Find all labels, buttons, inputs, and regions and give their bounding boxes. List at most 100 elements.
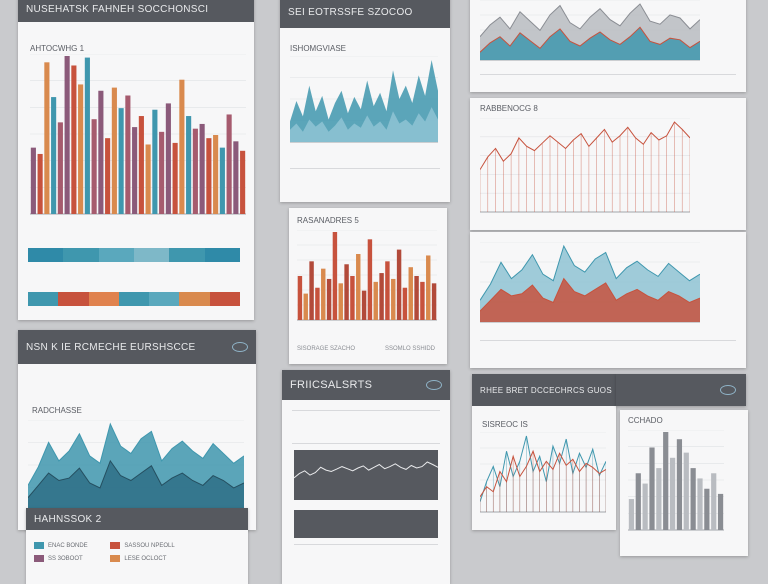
bar: [669, 457, 676, 530]
bar: [297, 276, 303, 320]
chart-j: [628, 430, 724, 531]
panel-c-legend: [480, 74, 736, 86]
panel-a-header: NUSEHATSK FAHNEH SOCCHONSCI: [18, 0, 254, 22]
bar: [84, 57, 90, 214]
panel-i-title: SISREOC IS: [482, 420, 528, 429]
bar: [132, 127, 138, 214]
bar: [159, 131, 165, 214]
area-series: [290, 107, 438, 142]
bar: [98, 90, 104, 214]
chart-rm: [480, 242, 700, 323]
panel-a: NUSEHATSK FAHNEH SOCCHONSCI AHTOCWHG 1: [18, 0, 254, 320]
legend-label: LESE OCLOCT: [124, 555, 167, 562]
bar: [628, 499, 635, 530]
bar: [338, 283, 343, 320]
panel-right-mid: [470, 232, 746, 368]
panel-e-title: RADCHASSE: [32, 406, 82, 415]
area-series: [290, 60, 438, 142]
bar: [30, 147, 36, 214]
bar: [683, 452, 689, 530]
bar: [420, 281, 425, 320]
legend-label: ENAC BONDE: [48, 542, 88, 549]
bar: [206, 138, 212, 214]
bar: [192, 128, 198, 214]
bar: [309, 261, 314, 320]
series-line: [480, 244, 700, 301]
bar: [414, 276, 419, 320]
panel-d-foot-left: SISORAGE SZACHO: [297, 346, 356, 352]
legend-label: SASSOU NPEOLL: [124, 542, 175, 549]
bar: [385, 261, 390, 320]
bar: [186, 116, 192, 214]
chart-i: [480, 432, 606, 513]
bar: [676, 439, 683, 530]
panel-i-ext: [616, 374, 746, 406]
panel-a-strip-2: [28, 292, 240, 306]
series-line: [480, 121, 690, 170]
legend-item: ENAC BONDE: [34, 542, 98, 549]
panel-i: RHEE BRET DCCECHRCS GUOS SISREOC IS: [472, 374, 616, 530]
bar: [704, 488, 710, 530]
panel-h-title: RABBENOCG 8: [480, 104, 538, 113]
panel-j-title: CCHADO: [628, 416, 663, 425]
panel-d-foot-right: SSOMLO SSHIDD: [385, 346, 436, 352]
panel-g-title: HAHNSSOK 2: [34, 513, 102, 525]
bar: [57, 122, 63, 214]
chart-a: [30, 54, 246, 215]
panel-b: SEI EOTRSSFE SZOCOO ISHOMGVIASE: [280, 0, 450, 202]
bar: [51, 97, 57, 214]
bar: [717, 493, 724, 530]
panel-b-legend: [290, 168, 440, 190]
bar: [361, 290, 367, 320]
bar: [125, 95, 131, 214]
bar: [91, 119, 97, 214]
panel-a-title: AHTOCWHG 1: [30, 44, 85, 53]
bar: [172, 142, 178, 214]
bar: [408, 267, 413, 320]
series-line: [480, 449, 606, 498]
bar: [44, 62, 50, 214]
bar: [697, 478, 703, 530]
bar: [111, 87, 117, 214]
panel-f: FRIICSALSRTS: [282, 370, 450, 584]
panel-f-header-text: FRIICSALSRTS: [290, 379, 373, 391]
panel-a-strip-1: [28, 248, 240, 262]
panel-j: CCHADO: [620, 410, 748, 556]
bar: [663, 432, 669, 530]
bar: [396, 249, 402, 320]
bar: [233, 141, 239, 214]
panel-b-title: ISHOMGVIASE: [290, 44, 347, 53]
panel-d: RASANADRES 5 SISORAGE SZACHO SSOMLO SSHI…: [289, 208, 447, 364]
bar: [426, 255, 431, 320]
panel-f-lines: [292, 410, 440, 444]
series-line: [294, 461, 438, 479]
legend-item: SS 3OBOOT: [34, 555, 98, 562]
chart-c: [480, 0, 700, 61]
bar: [350, 276, 355, 320]
bar: [152, 109, 158, 214]
bar: [326, 278, 332, 320]
bar: [356, 254, 361, 320]
panel-e-header-text: NSN K IE RCMECHE EURSHSCCE: [26, 341, 196, 353]
chart-b: [290, 56, 438, 143]
bar: [431, 283, 437, 320]
bar: [303, 293, 308, 320]
panel-f-sub-header: [294, 510, 438, 538]
panel-g: HAHNSSOK 2 ENAC BONDE SASSOU NPEOLL SS 3…: [26, 508, 248, 584]
bar: [642, 483, 648, 530]
bar: [105, 138, 111, 214]
bar: [367, 239, 373, 320]
panel-e-ring-icon: [232, 342, 248, 352]
bar: [391, 278, 396, 320]
bar: [240, 150, 246, 214]
series-line: [480, 435, 606, 503]
panel-c: [470, 0, 746, 92]
panel-f-header: FRIICSALSRTS: [282, 370, 450, 400]
bar: [179, 79, 185, 214]
panel-b-header: SEI EOTRSSFE SZOCOO: [280, 0, 450, 28]
bar: [78, 84, 84, 214]
bar: [402, 287, 408, 320]
chart-f: [294, 461, 438, 479]
panel-f-rows: [294, 544, 438, 578]
bar: [145, 144, 151, 214]
